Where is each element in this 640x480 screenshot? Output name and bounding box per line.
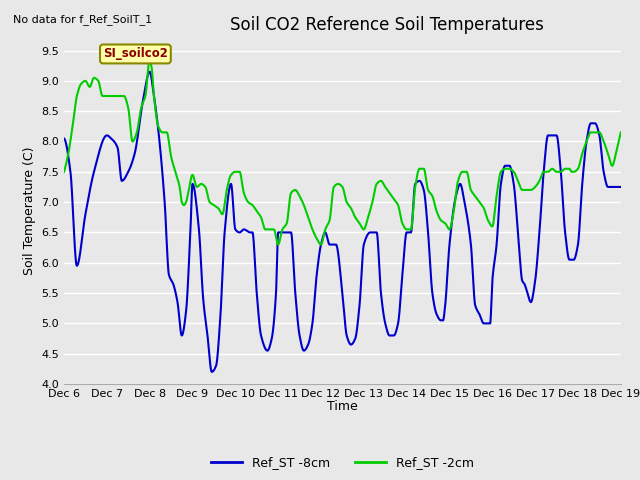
Title: Soil CO2 Reference Soil Temperatures: Soil CO2 Reference Soil Temperatures bbox=[230, 16, 544, 34]
Ref_ST -8cm bbox=[124, 170, 131, 176]
Text: No data for f_Ref_SoilT_1: No data for f_Ref_SoilT_1 bbox=[13, 14, 152, 25]
Ref_ST -2cm bbox=[547, 167, 554, 173]
Ref_ST -8cm bbox=[208, 369, 216, 375]
Ref_ST -2cm bbox=[146, 57, 154, 62]
Ref_ST -2cm bbox=[60, 169, 68, 175]
Ref_ST -2cm bbox=[617, 130, 625, 135]
Line: Ref_ST -2cm: Ref_ST -2cm bbox=[64, 60, 621, 244]
Ref_ST -8cm bbox=[547, 132, 554, 138]
Ref_ST -8cm bbox=[606, 184, 614, 190]
Ref_ST -8cm bbox=[298, 344, 306, 350]
Ref_ST -2cm bbox=[317, 241, 324, 247]
Ref_ST -2cm bbox=[157, 128, 164, 134]
Line: Ref_ST -8cm: Ref_ST -8cm bbox=[64, 72, 621, 372]
Ref_ST -8cm bbox=[60, 135, 68, 141]
Ref_ST -8cm bbox=[146, 69, 154, 74]
Legend: Ref_ST -8cm, Ref_ST -2cm: Ref_ST -8cm, Ref_ST -2cm bbox=[205, 452, 479, 475]
Text: SI_soilco2: SI_soilco2 bbox=[103, 48, 168, 60]
Ref_ST -2cm bbox=[606, 159, 614, 165]
Ref_ST -2cm bbox=[124, 102, 131, 108]
Ref_ST -2cm bbox=[298, 198, 306, 204]
Y-axis label: Soil Temperature (C): Soil Temperature (C) bbox=[23, 147, 36, 276]
Ref_ST -2cm bbox=[274, 241, 282, 247]
X-axis label: Time: Time bbox=[327, 400, 358, 413]
Ref_ST -8cm bbox=[274, 232, 282, 238]
Ref_ST -8cm bbox=[617, 184, 625, 190]
Ref_ST -8cm bbox=[157, 151, 164, 157]
